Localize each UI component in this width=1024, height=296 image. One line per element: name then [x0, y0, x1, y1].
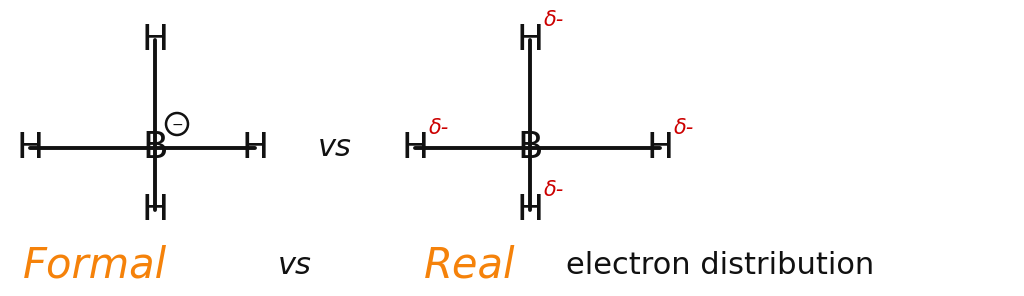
Text: vs: vs [279, 250, 312, 279]
Text: H: H [516, 193, 544, 227]
Text: H: H [141, 23, 169, 57]
Text: −: − [171, 118, 183, 132]
Text: electron distribution: electron distribution [566, 250, 874, 279]
Text: H: H [141, 193, 169, 227]
Text: B: B [517, 130, 543, 166]
Text: H: H [242, 131, 268, 165]
Text: H: H [16, 131, 44, 165]
Text: vs: vs [318, 133, 352, 163]
Text: δ-: δ- [544, 180, 564, 200]
Text: δ-: δ- [544, 10, 564, 30]
Text: δ-: δ- [674, 118, 694, 138]
Text: H: H [646, 131, 674, 165]
Text: B: B [142, 130, 168, 166]
Text: Real: Real [424, 244, 516, 286]
Text: H: H [401, 131, 429, 165]
Text: Formal: Formal [23, 244, 167, 286]
Text: H: H [516, 23, 544, 57]
Text: δ-: δ- [429, 118, 450, 138]
